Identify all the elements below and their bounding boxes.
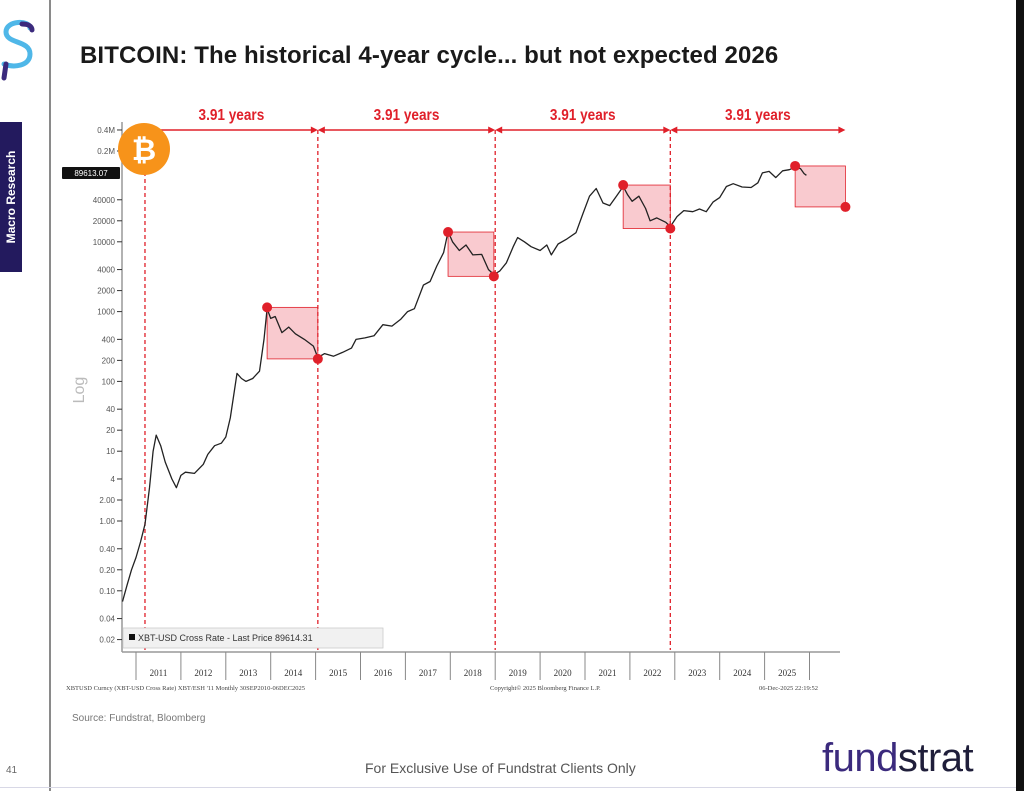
y-tick-label: 40 — [106, 405, 115, 414]
y-tick-label: 4000 — [97, 266, 115, 275]
x-tick-label: 2024 — [733, 668, 752, 678]
legend-swatch — [129, 634, 135, 640]
window-edge — [1016, 0, 1024, 791]
trough-marker — [312, 353, 323, 364]
fundstrat-wordmark: fundstrat — [822, 736, 974, 781]
x-tick-label: 2021 — [599, 668, 617, 678]
peak-marker — [790, 160, 801, 171]
y-tick-label: 200 — [102, 356, 116, 365]
x-tick-label: 2016 — [374, 668, 393, 678]
trough-marker — [665, 223, 676, 234]
disclaimer: For Exclusive Use of Fundstrat Clients O… — [365, 760, 636, 776]
y-tick-label: 2000 — [97, 287, 115, 296]
trough-marker — [840, 201, 851, 212]
source-note: Source: Fundstrat, Bloomberg — [72, 713, 206, 724]
arrow-head-icon — [488, 126, 496, 134]
bitcoin-symbol: ₿ — [132, 133, 156, 168]
y-tick-label: 400 — [102, 335, 116, 344]
y-tick-label: 40000 — [93, 196, 116, 205]
arrow-head-icon — [670, 126, 678, 134]
y-tick-label: 100 — [102, 377, 116, 386]
y-tick-label: 0.20 — [99, 566, 115, 575]
x-tick-label: 2012 — [194, 668, 212, 678]
y-tick-label: 0.10 — [99, 587, 115, 596]
y-tick-label: 0.04 — [99, 615, 115, 624]
trough-marker — [488, 271, 499, 282]
y-tick-label: 20 — [106, 426, 115, 435]
y-tick-label: 1.00 — [99, 517, 115, 526]
drawdown-box — [266, 306, 319, 360]
x-tick-label: 2020 — [554, 668, 573, 678]
x-tick-label: 2018 — [464, 668, 483, 678]
drawdown-box — [622, 184, 671, 229]
x-tick-label: 2011 — [150, 668, 168, 678]
arrow-head-icon — [317, 126, 325, 134]
macro-research-tag: Macro Research — [0, 122, 22, 272]
peak-marker — [262, 302, 273, 313]
cycle-length-label: 3.91 years — [550, 107, 616, 124]
arrow-head-icon — [838, 126, 846, 134]
chart-ticker-note: XBTUSD Curncy (XBT-USD Cross Rate) XBT/E… — [66, 685, 305, 692]
y-tick-label: 0.2M — [97, 147, 115, 156]
drawdown-box — [447, 231, 495, 277]
arrow-head-icon — [310, 126, 318, 134]
y-axis-label: Log — [71, 377, 88, 404]
chart-timestamp: 06-Dec-2025 22:19:52 — [759, 685, 818, 692]
cycle-length-label: 3.91 years — [199, 107, 265, 124]
y-tick-label: 10000 — [93, 238, 116, 247]
y-tick-label: 2.00 — [99, 496, 115, 505]
x-tick-label: 2019 — [509, 668, 528, 678]
arrow-head-icon — [495, 126, 503, 134]
y-tick-label: 1000 — [97, 308, 115, 317]
slide-divider — [49, 0, 51, 791]
last-price-badge-text: 89613.07 — [74, 169, 108, 178]
legend-label: XBT-USD Cross Rate - Last Price 89614.31 — [138, 633, 313, 643]
x-tick-label: 2013 — [239, 668, 258, 678]
x-tick-label: 2014 — [284, 668, 303, 678]
bitcoin-logo-icon — [118, 123, 170, 175]
cycle-length-label: 3.91 years — [725, 107, 791, 124]
fundstrat-logo-icon — [1, 20, 35, 81]
page-number: 41 — [6, 765, 18, 776]
cycle-length-label: 3.91 years — [374, 107, 440, 124]
y-tick-label: 0.40 — [99, 545, 115, 554]
y-tick-label: 4 — [111, 475, 116, 484]
peak-marker — [618, 180, 629, 191]
last-price-badge — [62, 167, 120, 179]
x-tick-label: 2017 — [419, 668, 438, 678]
legend-box — [122, 627, 384, 649]
x-tick-label: 2015 — [329, 668, 348, 678]
brand-part-2: strat — [897, 736, 974, 780]
x-tick-label: 2022 — [643, 668, 661, 678]
peak-marker — [443, 227, 454, 238]
y-tick-label: 10 — [106, 447, 115, 456]
chart-copyright: Copyright© 2025 Bloomberg Finance L.P. — [490, 685, 601, 692]
y-tick-label: 0.4M — [97, 126, 115, 135]
brand-part-1: fund — [822, 736, 898, 780]
arrow-head-icon — [663, 126, 671, 134]
price-line — [121, 166, 807, 602]
bottom-border — [0, 787, 1016, 788]
bitcoin-price-chart: 0.4M 0.2M 40000 20000 10000 4000 2000 1000 400 20… — [62, 107, 851, 692]
y-tick-label: 20000 — [93, 217, 116, 226]
slide-title: BITCOIN: The historical 4-year cycle... … — [80, 42, 779, 69]
x-tick-label: 2023 — [688, 668, 707, 678]
y-tick-label: 0.02 — [99, 636, 115, 645]
x-tick-label: 2025 — [778, 668, 797, 678]
